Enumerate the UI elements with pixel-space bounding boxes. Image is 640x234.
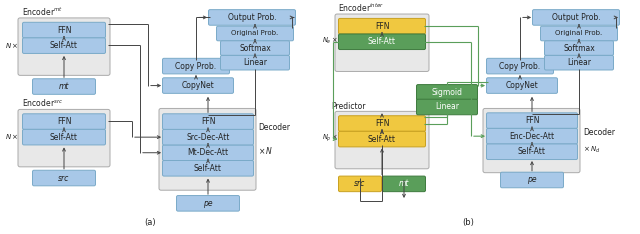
Text: Encoder$^{src}$: Encoder$^{src}$: [22, 98, 63, 110]
FancyBboxPatch shape: [545, 55, 614, 70]
Text: Decoder: Decoder: [583, 128, 615, 137]
FancyBboxPatch shape: [483, 108, 580, 173]
FancyBboxPatch shape: [22, 114, 106, 129]
Text: Output Prob.: Output Prob.: [228, 13, 276, 22]
Text: FFN: FFN: [201, 117, 215, 126]
Text: $\times\,N_d$: $\times\,N_d$: [583, 145, 600, 155]
FancyBboxPatch shape: [163, 114, 253, 129]
Text: pe: pe: [527, 176, 537, 184]
Text: Output Prob.: Output Prob.: [552, 13, 600, 22]
Text: Softmax: Softmax: [239, 44, 271, 53]
FancyBboxPatch shape: [33, 79, 95, 94]
FancyBboxPatch shape: [486, 144, 577, 160]
FancyBboxPatch shape: [339, 34, 426, 50]
FancyBboxPatch shape: [163, 58, 230, 74]
Text: pe: pe: [203, 199, 213, 208]
Text: (b): (b): [462, 218, 474, 227]
Text: mt: mt: [59, 82, 69, 91]
Text: Predictor: Predictor: [331, 102, 365, 111]
FancyBboxPatch shape: [339, 18, 426, 34]
Text: FFN: FFN: [375, 22, 389, 31]
Text: Self-Att: Self-Att: [50, 41, 78, 50]
FancyBboxPatch shape: [177, 196, 239, 211]
FancyBboxPatch shape: [22, 38, 106, 53]
FancyBboxPatch shape: [221, 55, 289, 70]
Text: Linear: Linear: [243, 58, 267, 67]
Text: Src-Dec-Att: Src-Dec-Att: [186, 133, 230, 142]
FancyBboxPatch shape: [209, 10, 296, 25]
FancyBboxPatch shape: [541, 26, 618, 41]
FancyBboxPatch shape: [18, 18, 110, 75]
Text: Self-Att: Self-Att: [50, 133, 78, 142]
FancyBboxPatch shape: [339, 131, 426, 147]
Text: Copy Prob.: Copy Prob.: [499, 62, 541, 71]
Text: Softmax: Softmax: [563, 44, 595, 53]
Text: CopyNet: CopyNet: [182, 81, 214, 90]
Text: CopyNet: CopyNet: [506, 81, 538, 90]
Text: $N\,{\times}$: $N\,{\times}$: [5, 132, 19, 141]
Text: Linear: Linear: [435, 102, 459, 111]
Text: Mt-Dec-Att: Mt-Dec-Att: [188, 148, 228, 157]
FancyBboxPatch shape: [18, 110, 110, 167]
Text: Copy Prob.: Copy Prob.: [175, 62, 216, 71]
Text: Self-Att: Self-Att: [368, 37, 396, 46]
Text: $N_p\,{\times}$: $N_p\,{\times}$: [322, 133, 338, 144]
FancyBboxPatch shape: [335, 111, 429, 169]
Text: src: src: [58, 174, 70, 183]
FancyBboxPatch shape: [335, 14, 429, 71]
FancyBboxPatch shape: [545, 41, 614, 55]
Text: $N_e\,{\times}$: $N_e\,{\times}$: [322, 36, 338, 46]
Text: mt: mt: [399, 179, 409, 188]
Text: src: src: [355, 179, 365, 188]
FancyBboxPatch shape: [486, 113, 577, 128]
Text: Original Prob.: Original Prob.: [232, 30, 278, 37]
FancyBboxPatch shape: [163, 145, 253, 161]
Text: Self-Att: Self-Att: [518, 147, 546, 156]
Text: FFN: FFN: [57, 26, 71, 35]
FancyBboxPatch shape: [221, 41, 289, 55]
FancyBboxPatch shape: [163, 161, 253, 176]
Text: Linear: Linear: [567, 58, 591, 67]
FancyBboxPatch shape: [163, 78, 234, 93]
FancyBboxPatch shape: [159, 108, 256, 190]
Text: Decoder: Decoder: [258, 123, 290, 132]
FancyBboxPatch shape: [486, 78, 557, 93]
FancyBboxPatch shape: [33, 170, 95, 186]
FancyBboxPatch shape: [417, 99, 477, 115]
Text: Encoder$^{inter}$: Encoder$^{inter}$: [338, 2, 384, 14]
Text: $N\,{\times}$: $N\,{\times}$: [5, 41, 19, 50]
Text: $\times\,N$: $\times\,N$: [258, 145, 273, 156]
FancyBboxPatch shape: [22, 129, 106, 145]
Text: Original Prob.: Original Prob.: [556, 30, 603, 37]
FancyBboxPatch shape: [486, 128, 577, 144]
Text: FFN: FFN: [375, 119, 389, 128]
Text: Encoder$^{mt}$: Encoder$^{mt}$: [22, 6, 63, 18]
FancyBboxPatch shape: [216, 26, 294, 41]
Text: Self-Att: Self-Att: [194, 164, 222, 173]
FancyBboxPatch shape: [163, 129, 253, 145]
FancyBboxPatch shape: [383, 176, 426, 192]
FancyBboxPatch shape: [339, 176, 381, 192]
Text: FFN: FFN: [57, 117, 71, 126]
FancyBboxPatch shape: [486, 58, 554, 74]
Text: (a): (a): [144, 218, 156, 227]
FancyBboxPatch shape: [417, 85, 477, 100]
Text: Sigmoid: Sigmoid: [431, 88, 463, 97]
Text: Self-Att: Self-Att: [368, 135, 396, 144]
FancyBboxPatch shape: [22, 22, 106, 38]
FancyBboxPatch shape: [500, 172, 563, 188]
Text: FFN: FFN: [525, 116, 540, 125]
FancyBboxPatch shape: [339, 116, 426, 131]
Text: Enc-Dec-Att: Enc-Dec-Att: [509, 132, 555, 141]
FancyBboxPatch shape: [532, 10, 620, 25]
